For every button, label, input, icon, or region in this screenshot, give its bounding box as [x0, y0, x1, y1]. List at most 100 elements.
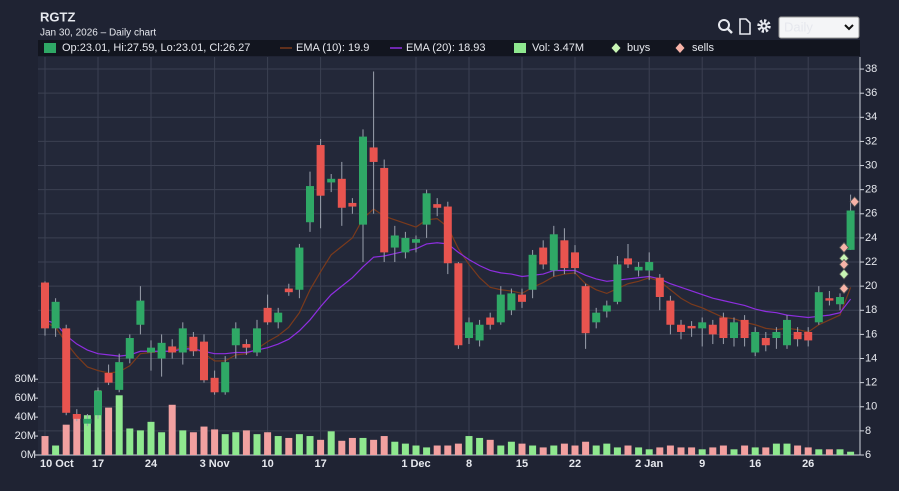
candle-body: [348, 202, 357, 207]
candle-body: [825, 298, 834, 301]
candle: [793, 327, 802, 347]
y-tick-label: 30: [865, 159, 877, 171]
candle: [422, 189, 431, 238]
candle-body: [168, 346, 177, 353]
legend-bar: [38, 40, 860, 56]
candle-body: [263, 307, 272, 323]
volume-bar: [825, 449, 833, 455]
candle: [327, 173, 336, 193]
candle-body: [147, 347, 155, 353]
zoom-icon[interactable]: [718, 19, 733, 34]
volume-bar: [624, 445, 632, 455]
legend-label: Op:23.01, Hi:27.59, Lo:23.01, Cl:26.27: [62, 42, 250, 54]
interval-label[interactable]: Daily: [784, 19, 813, 34]
candle: [168, 339, 177, 359]
volume-bar: [603, 443, 611, 455]
candle: [846, 194, 855, 250]
candle: [433, 198, 442, 217]
volume-bar: [83, 415, 91, 455]
volume-bar: [327, 431, 335, 455]
candle: [486, 312, 495, 330]
document-icon[interactable]: [739, 18, 751, 35]
volume-bar: [62, 424, 70, 455]
candle-body: [846, 210, 855, 250]
volume-bar: [306, 436, 314, 455]
candle: [761, 331, 770, 352]
candle: [507, 288, 516, 316]
candle-body: [719, 317, 728, 339]
volume-bar: [211, 429, 219, 455]
volume-bar: [560, 443, 568, 455]
volume-tick-label: 20M: [15, 430, 36, 442]
candle: [814, 286, 823, 325]
candle: [655, 274, 664, 311]
y-tick-label: 22: [865, 256, 877, 268]
candle: [560, 228, 569, 275]
volume-bar: [656, 447, 664, 455]
candle: [465, 317, 473, 345]
candle-body: [772, 331, 781, 339]
volume-bar: [105, 407, 113, 455]
candle: [253, 319, 261, 357]
volume-bar: [168, 404, 176, 455]
x-tick-label: 26: [802, 458, 814, 470]
volume-bar: [476, 437, 484, 455]
legend-swatch: [514, 43, 526, 53]
candle: [157, 334, 166, 377]
volume-tick-label: 60M: [15, 392, 36, 404]
volume-bar: [762, 447, 770, 455]
candle-body: [708, 324, 717, 335]
candle-body: [115, 362, 124, 390]
y-tick-label: 20: [865, 280, 877, 292]
candle: [730, 317, 738, 347]
candle: [571, 245, 579, 275]
y-tick-label: 8: [865, 425, 871, 437]
volume-bar: [507, 441, 515, 455]
volume-bar: [518, 443, 526, 455]
candle: [380, 159, 389, 263]
x-tick-label: 22: [569, 458, 581, 470]
candle: [549, 225, 558, 277]
x-tick-label: 16: [749, 458, 761, 470]
volume-bar: [317, 439, 325, 455]
volume-bar: [433, 445, 441, 455]
candle-body: [613, 264, 622, 302]
candle-body: [72, 413, 81, 419]
candle-body: [422, 193, 431, 225]
interval-dropdown[interactable]: Daily: [778, 16, 860, 39]
settings-icon[interactable]: [757, 19, 771, 33]
candle-body: [316, 145, 325, 196]
candle: [825, 290, 834, 306]
candle-body: [51, 301, 60, 329]
volume-bar: [359, 437, 367, 455]
volume-bar: [423, 447, 431, 455]
legend-label: Vol: 3.47M: [532, 42, 584, 54]
y-tick-label: 6: [865, 449, 871, 461]
volume-bar: [73, 415, 81, 455]
trade-marker: [849, 196, 860, 208]
y-tick-label: 36: [865, 87, 877, 99]
candle: [708, 319, 717, 345]
chart-subtitle: Jan 30, 2026 – Daily chart: [40, 28, 156, 39]
volume-bar: [836, 449, 844, 455]
candle: [41, 281, 49, 336]
candle: [804, 327, 813, 347]
volume-bar: [497, 445, 505, 455]
candle: [783, 315, 791, 349]
candle-body: [602, 305, 611, 312]
candle: [274, 307, 283, 329]
candle: [581, 283, 590, 349]
y-tick-label: 10: [865, 401, 877, 413]
trade-marker: [838, 282, 850, 295]
candle: [115, 353, 124, 393]
y-tick-label: 28: [865, 184, 877, 196]
volume-bar: [709, 447, 717, 455]
volume-bar: [52, 445, 60, 455]
volume-bar: [253, 434, 261, 455]
candle: [496, 286, 505, 325]
candle: [359, 129, 367, 263]
volume-bar: [635, 447, 643, 455]
x-tick-label: 8: [466, 458, 472, 470]
volume-bar: [401, 443, 409, 455]
legend-label: EMA (10): 19.9: [296, 42, 369, 54]
